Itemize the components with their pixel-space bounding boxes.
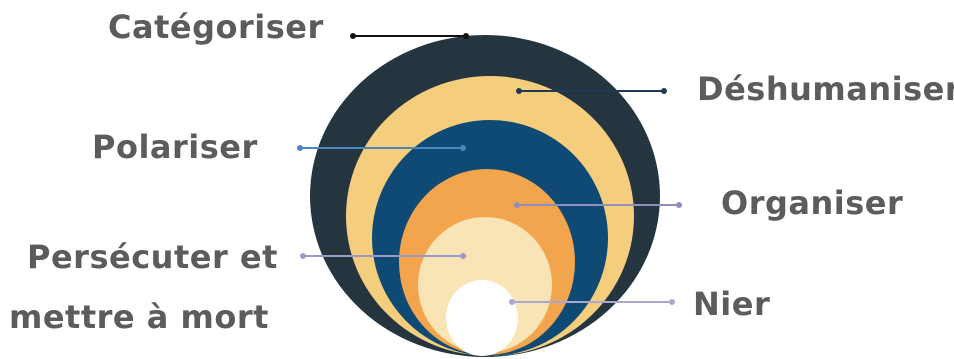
leader-dot-persecuter-end [460,253,466,259]
leader-dot-nier-end [669,299,675,305]
leader-dot-persecuter-start [300,253,306,259]
circle-nier [446,280,518,356]
label-categoriser: Catégoriser [108,8,324,46]
label-persecuter-line1: Persécuter et [27,238,278,276]
label-nier: Nier [693,285,771,323]
leader-dot-deshumaniser-end [661,88,667,94]
label-polariser: Polariser [92,128,258,166]
leader-dot-polariser-end [460,145,466,151]
label-organiser: Organiser [721,184,904,222]
leader-dot-categoriser-start [350,33,356,39]
leader-dot-categoriser-end [463,33,469,39]
leader-dot-organiser-end [676,202,682,208]
leader-dot-polariser-start [297,145,303,151]
label-deshumaniser: Déshumaniser [697,70,954,108]
label-persecuter-line2: mettre à mort [9,298,269,336]
leader-dot-organiser-start [514,202,520,208]
leader-dot-deshumaniser-start [516,88,522,94]
leader-dot-nier-start [509,299,515,305]
